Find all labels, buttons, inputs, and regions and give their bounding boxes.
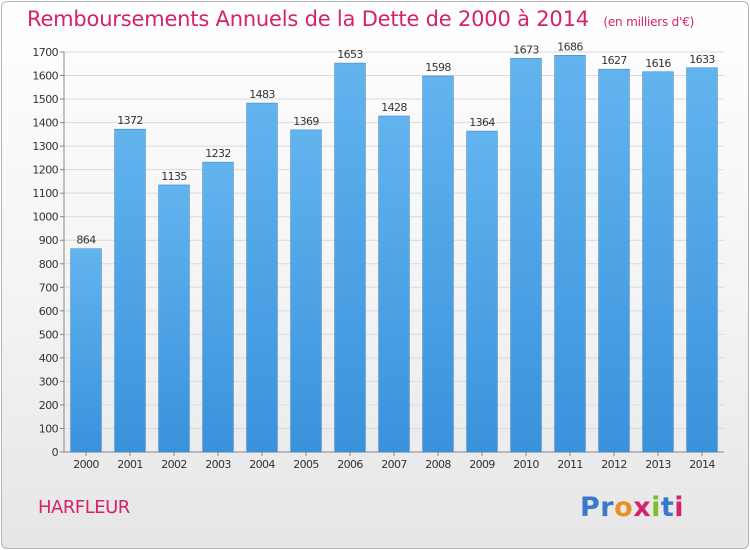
y-tick-label: 600 [39, 305, 59, 318]
y-tick-label: 200 [39, 399, 59, 412]
y-tick-label: 1500 [32, 93, 58, 106]
x-tick-label-2001: 2001 [117, 458, 143, 471]
brand-logo-letter: t [660, 492, 675, 523]
data-label-2010: 1673 [513, 43, 539, 56]
bar-2011 [554, 55, 586, 453]
data-label-2005: 1369 [293, 115, 319, 128]
data-label-2003: 1232 [205, 147, 231, 160]
bar-2014 [686, 67, 718, 453]
x-tick-label-2005: 2005 [293, 458, 319, 471]
x-tick-label-2013: 2013 [645, 458, 671, 471]
x-tick-label-2003: 2003 [205, 458, 231, 471]
bar-2005 [290, 129, 322, 453]
chart-title: Remboursements Annuels de la Dette de 20… [27, 7, 694, 31]
data-label-2013: 1616 [645, 57, 671, 70]
y-tick-label: 1300 [32, 140, 58, 153]
bar-2012 [598, 68, 630, 453]
x-tick-label-2014: 2014 [689, 458, 715, 471]
brand-logo-letter: i [651, 492, 661, 523]
y-tick-label: 500 [39, 328, 59, 341]
data-label-2002: 1135 [161, 170, 187, 183]
brand-logo-letter: P [580, 492, 601, 523]
data-label-2000: 864 [76, 234, 96, 247]
y-tick-label: 300 [39, 375, 59, 388]
x-tick-label-2011: 2011 [557, 458, 583, 471]
x-tick-label-2012: 2012 [601, 458, 627, 471]
x-tick-label-2004: 2004 [249, 458, 275, 471]
brand-logo-letter: i [674, 492, 685, 523]
data-label-2014: 1633 [689, 53, 715, 66]
bar-2003 [202, 161, 234, 453]
brand-logo-letter: o [614, 492, 634, 523]
data-label-2008: 1598 [425, 61, 451, 74]
y-tick-label: 0 [52, 446, 59, 459]
bar-2004 [246, 102, 278, 453]
y-tick-label: 1600 [32, 70, 58, 83]
data-label-2001: 1372 [117, 114, 143, 127]
x-tick-label-2002: 2002 [161, 458, 187, 471]
y-tick-label: 1200 [32, 164, 58, 177]
bar-2010 [510, 58, 542, 453]
bar-2013 [642, 71, 674, 453]
bar-2007 [378, 115, 410, 453]
bar-2001 [114, 128, 146, 453]
y-tick-label: 1400 [32, 117, 58, 130]
x-tick-label-2009: 2009 [469, 458, 495, 471]
location-label: HARFLEUR [38, 497, 130, 518]
x-tick-label-2010: 2010 [513, 458, 539, 471]
y-tick-label: 900 [39, 234, 59, 247]
y-tick-label: 400 [39, 352, 59, 365]
y-tick-label: 1000 [32, 211, 58, 224]
brand-logo-letter: x [633, 492, 652, 523]
bar-2009 [466, 130, 498, 453]
y-tick-label: 1100 [32, 187, 58, 200]
chart-unit-label: (en milliers d'€) [603, 15, 695, 29]
x-tick-label-2008: 2008 [425, 458, 451, 471]
bar-2008 [422, 75, 454, 453]
y-tick-label: 100 [39, 422, 59, 435]
data-label-2006: 1653 [337, 48, 363, 61]
data-label-2011: 1686 [557, 40, 583, 53]
y-tick-label: 800 [39, 258, 59, 271]
bar-2002 [158, 184, 190, 453]
bar-2000 [70, 248, 102, 453]
data-label-2004: 1483 [249, 88, 275, 101]
data-label-2012: 1627 [601, 54, 627, 67]
x-tick-label-2006: 2006 [337, 458, 363, 471]
x-tick-label-2007: 2007 [381, 458, 407, 471]
data-label-2007: 1428 [381, 101, 407, 114]
chart-title-text: Remboursements Annuels de la Dette de 20… [27, 7, 589, 31]
brand-logo-letter: r [600, 492, 615, 523]
data-label-2009: 1364 [469, 116, 495, 129]
y-tick-label: 1700 [32, 46, 58, 59]
y-tick-label: 700 [39, 281, 59, 294]
brand-logo: Proxiti [580, 492, 684, 523]
bar-2006 [334, 62, 366, 453]
x-tick-label-2000: 2000 [73, 458, 99, 471]
